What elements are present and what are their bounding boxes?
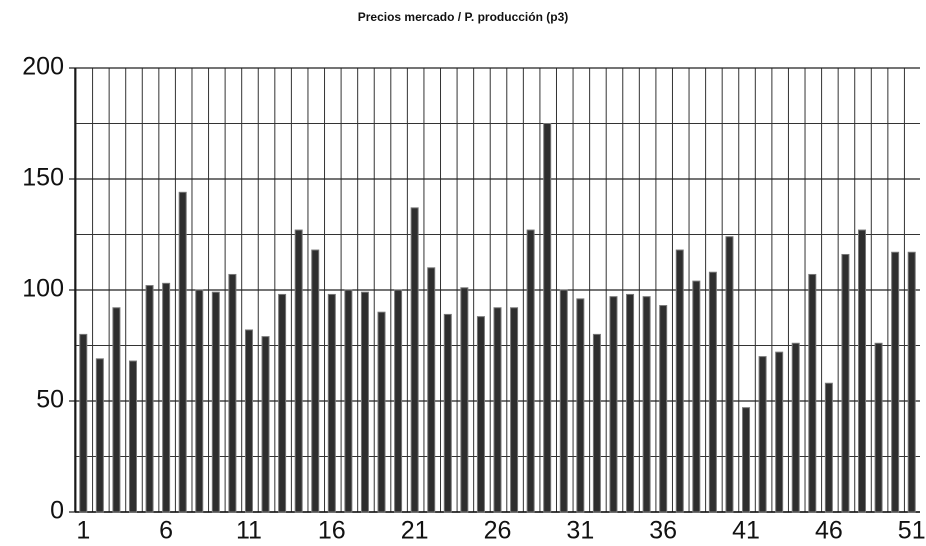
bar (725, 236, 734, 513)
x-tick-label: 41 (732, 517, 760, 545)
bar (891, 251, 900, 513)
bar (394, 289, 403, 513)
bar (592, 333, 601, 513)
bar (128, 360, 137, 513)
bar (543, 123, 552, 513)
bar (278, 293, 287, 513)
bar (758, 356, 767, 513)
bar (195, 289, 204, 513)
bar (841, 253, 850, 513)
bar (427, 267, 436, 513)
bar (576, 298, 585, 513)
x-tick-label: 11 (236, 517, 262, 545)
bar (261, 336, 270, 513)
bar (79, 333, 88, 513)
x-tick-label: 31 (566, 517, 594, 545)
bar (775, 351, 784, 513)
bar (162, 282, 171, 513)
bar (228, 273, 237, 513)
x-tick-label: 1 (76, 517, 90, 545)
bar (510, 307, 519, 513)
bar (244, 329, 253, 513)
y-tick-label: 200 (22, 53, 64, 81)
bar (211, 291, 220, 513)
bar (360, 291, 369, 513)
bar (476, 316, 485, 513)
x-tick-label: 51 (898, 517, 926, 545)
bar (559, 289, 568, 513)
y-tick-label: 0 (50, 497, 64, 525)
y-tick-label: 50 (36, 386, 64, 414)
bar (344, 289, 353, 513)
bar (609, 296, 618, 513)
x-tick-label: 46 (815, 517, 843, 545)
bar (493, 307, 502, 513)
bar (907, 251, 916, 513)
bar (311, 249, 320, 513)
bar (675, 249, 684, 513)
bar (145, 285, 154, 513)
bar (112, 307, 121, 513)
x-tick-label: 26 (484, 517, 512, 545)
bar (659, 305, 668, 513)
bar (824, 382, 833, 513)
chart-title: Precios mercado / P. producción (p3) (358, 10, 569, 24)
bar (692, 280, 701, 513)
bar (95, 358, 104, 513)
y-tick-label: 150 (22, 164, 64, 192)
bar (626, 293, 635, 513)
x-tick-label: 6 (159, 517, 173, 545)
bar (410, 207, 419, 513)
y-tick-label: 100 (22, 275, 64, 303)
bar (377, 311, 386, 513)
bar (708, 271, 717, 513)
bar (874, 342, 883, 513)
bar (858, 229, 867, 513)
bar (791, 342, 800, 513)
bar (642, 296, 651, 513)
bar (808, 273, 817, 513)
bar (742, 407, 751, 513)
x-tick-label: 21 (401, 517, 429, 545)
bar (178, 191, 187, 513)
bar (327, 293, 336, 513)
x-tick-label: 16 (318, 517, 346, 545)
bar (526, 229, 535, 513)
x-tick-label: 36 (649, 517, 677, 545)
bar (294, 229, 303, 513)
bar (460, 287, 469, 513)
bar (443, 313, 452, 513)
